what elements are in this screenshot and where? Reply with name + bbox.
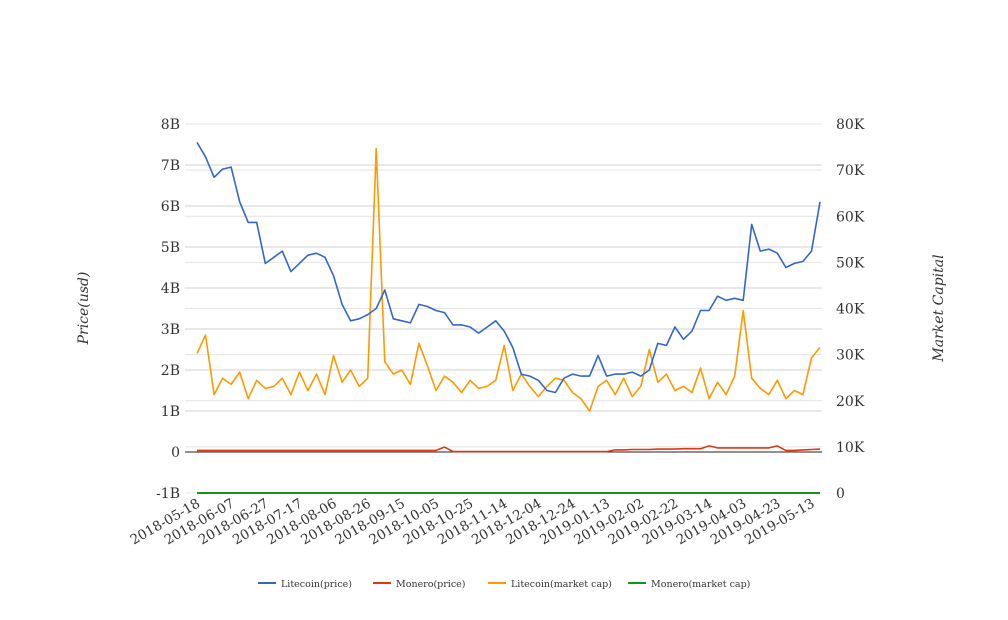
legend-item: Litecoin(market cap) (488, 579, 612, 590)
y2-axis-title: Market Capital (931, 254, 947, 362)
legend-item: Litecoin(price) (258, 579, 352, 590)
gridlines (185, 123, 822, 494)
y-tick-label: 5B (161, 240, 180, 256)
y-tick-label: 4B (161, 281, 180, 297)
y-axis-left: -1B 0 1B 2B 3B 4B 5B 6B 7B 8B (156, 117, 180, 502)
series-line-monero-price (197, 445, 821, 453)
x-axis: 2018-05-182018-06-072018-06-272018-07-17… (128, 496, 818, 549)
series-line-litecoin-market-cap (196, 147, 821, 412)
legend-label: Monero(market cap) (651, 579, 750, 590)
y-tick-label: 1B (161, 404, 180, 420)
y2-tick-label: 10K (836, 440, 865, 456)
series-line-litecoin-price (196, 141, 821, 394)
y-axis-title: Price(usd) (76, 272, 92, 346)
y2-tick-label: 0 (836, 486, 845, 502)
y-tick-label: 2B (161, 363, 180, 379)
legend: Litecoin(price) Monero(price) Litecoin(mar… (258, 579, 750, 590)
y-tick-label: -1B (156, 486, 180, 502)
series-lines (196, 141, 821, 494)
y2-tick-label: 20K (836, 394, 865, 410)
y-axis-right: 0 10K 20K 30K 40K 50K 60K 70K 80K (836, 117, 865, 502)
legend-label: Litecoin(market cap) (511, 579, 612, 590)
y2-tick-label: 80K (836, 117, 865, 133)
y2-tick-label: 50K (836, 255, 865, 271)
y-tick-label: 8B (161, 117, 180, 133)
y-tick-label: 3B (161, 322, 180, 338)
y2-tick-label: 60K (836, 209, 865, 225)
y-tick-label: 7B (161, 158, 180, 174)
legend-label: Monero(price) (396, 579, 465, 590)
y2-tick-label: 40K (836, 302, 865, 318)
y2-tick-label: 70K (836, 163, 865, 179)
y-tick-label: 0 (171, 445, 180, 461)
legend-label: Litecoin(price) (281, 579, 352, 590)
legend-item: Monero(market cap) (628, 579, 750, 590)
y2-tick-label: 30K (836, 348, 865, 364)
legend-item: Monero(price) (373, 579, 465, 590)
y-tick-label: 6B (161, 199, 180, 215)
